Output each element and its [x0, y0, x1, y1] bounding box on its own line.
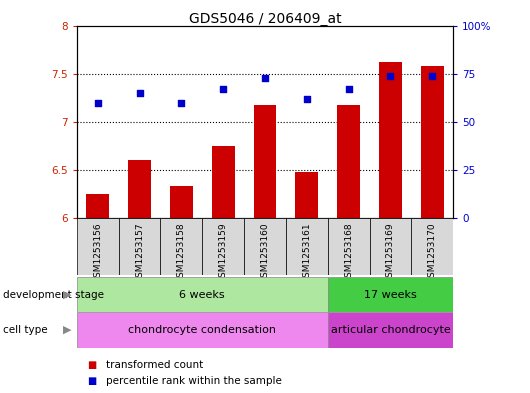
Text: transformed count: transformed count	[106, 360, 203, 370]
Point	[386, 72, 395, 79]
Bar	[202, 218, 244, 275]
Bar	[328, 312, 453, 348]
Bar	[328, 218, 369, 275]
Point	[177, 99, 186, 106]
Text: GSM1253170: GSM1253170	[428, 223, 437, 283]
Point	[428, 72, 437, 79]
Point	[219, 86, 227, 92]
Text: ■: ■	[87, 360, 96, 370]
Bar	[337, 105, 360, 218]
Point	[344, 86, 353, 92]
Bar	[161, 218, 202, 275]
Text: 6 weeks: 6 weeks	[180, 290, 225, 300]
Bar	[369, 218, 411, 275]
Text: cell type: cell type	[3, 325, 47, 335]
Text: ▶: ▶	[63, 325, 72, 335]
Bar	[411, 218, 453, 275]
Text: GSM1253159: GSM1253159	[219, 223, 228, 283]
Text: ▶: ▶	[63, 290, 72, 300]
Text: percentile rank within the sample: percentile rank within the sample	[106, 376, 282, 386]
Text: GSM1253157: GSM1253157	[135, 223, 144, 283]
Bar	[170, 186, 193, 218]
Text: GSM1253156: GSM1253156	[93, 223, 102, 283]
Text: GSM1253161: GSM1253161	[302, 223, 311, 283]
Point	[261, 74, 269, 81]
Bar	[77, 218, 119, 275]
Bar	[253, 105, 277, 218]
Bar	[77, 312, 328, 348]
Bar	[286, 218, 328, 275]
Text: articular chondrocyte: articular chondrocyte	[331, 325, 450, 335]
Point	[135, 90, 144, 96]
Text: GSM1253160: GSM1253160	[261, 223, 269, 283]
Text: 17 weeks: 17 weeks	[364, 290, 417, 300]
Bar	[421, 66, 444, 218]
Text: GSM1253168: GSM1253168	[344, 223, 353, 283]
Bar	[379, 62, 402, 218]
Text: development stage: development stage	[3, 290, 104, 300]
Text: ■: ■	[87, 376, 96, 386]
Text: GSM1253169: GSM1253169	[386, 223, 395, 283]
Text: GSM1253158: GSM1253158	[177, 223, 186, 283]
Bar	[295, 172, 319, 218]
Text: GDS5046 / 206409_at: GDS5046 / 206409_at	[189, 12, 341, 26]
Bar	[328, 277, 453, 312]
Point	[93, 99, 102, 106]
Bar	[244, 218, 286, 275]
Bar	[77, 277, 328, 312]
Bar	[119, 218, 161, 275]
Point	[303, 95, 311, 102]
Text: chondrocyte condensation: chondrocyte condensation	[128, 325, 276, 335]
Bar	[128, 160, 151, 218]
Bar	[211, 146, 235, 218]
Bar	[86, 194, 109, 218]
